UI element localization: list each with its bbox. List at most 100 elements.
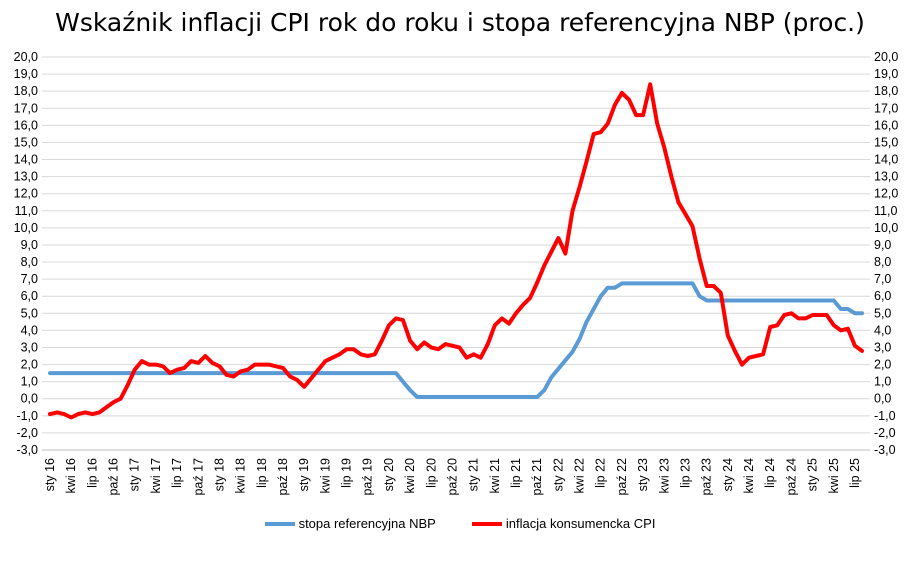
legend-swatch-cpi: [471, 521, 502, 526]
y-tick-label-right: -1,0: [874, 409, 896, 423]
y-tick-label-right: 20,0: [874, 50, 898, 64]
x-tick-label: sty 25: [806, 458, 820, 491]
x-tick-label: paź 21: [530, 458, 544, 496]
y-tick-label-left: 4,0: [21, 323, 38, 337]
y-tick-label-right: 5,0: [874, 306, 891, 320]
legend: stopa referencyjna NBP inflacja konsumen…: [0, 516, 920, 531]
y-tick-label-left: -3,0: [16, 443, 38, 457]
x-tick-label: kwi 19: [318, 458, 332, 493]
y-tick-label-right: 1,0: [874, 375, 891, 389]
y-tick-label-right: 2,0: [874, 358, 891, 372]
x-tick-label: kwi 18: [234, 458, 248, 493]
y-tick-label-left: 6,0: [21, 289, 38, 303]
y-tick-label-right: 11,0: [874, 204, 897, 218]
x-tick-label: paź 19: [361, 458, 375, 496]
x-tick-label: lip 23: [678, 458, 692, 488]
x-tick-label: paź 22: [615, 458, 629, 496]
grid-layer: [42, 56, 870, 451]
x-tick-label: lip 21: [509, 458, 523, 488]
y-tick-label-right: 19,0: [874, 67, 898, 81]
y-tick-label-left: 18,0: [14, 84, 38, 98]
y-tick-label-left: 15,0: [14, 135, 38, 149]
x-tick-label: lip 17: [170, 458, 184, 488]
y-tick-label-left: 12,0: [14, 187, 38, 201]
x-tick-label: kwi 24: [742, 458, 756, 493]
series-line-1: [48, 82, 864, 420]
x-tick-label: kwi 21: [488, 458, 502, 493]
y-tick-label-right: 0,0: [874, 392, 891, 406]
x-tick-label: lip 22: [594, 458, 608, 488]
y-tick-label-left: 3,0: [21, 340, 38, 354]
y-tick-label-right: 16,0: [874, 118, 898, 132]
x-tick-label: kwi 25: [827, 458, 841, 493]
y-tick-label-right: 9,0: [874, 238, 891, 252]
y-tick-label-left: 10,0: [14, 221, 38, 235]
chart-title: Wskaźnik inflacji CPI rok do roku i stop…: [55, 8, 865, 37]
y-tick-label-left: -1,0: [16, 409, 38, 423]
left-y-axis: -3,0 -2,0 -1,0 0,0 1,0 2,0 3,0 4,0 5,0 6,0 7,0 8,0 9…: [14, 50, 38, 457]
x-tick-label: sty 22: [551, 458, 565, 491]
x-tick-label: kwi 17: [149, 458, 163, 493]
x-tick-label: paź 23: [700, 458, 714, 496]
y-tick-label-left: 7,0: [21, 272, 38, 286]
x-tick-label: sty 21: [467, 458, 481, 491]
y-tick-label-left: 13,0: [14, 170, 38, 184]
y-tick-label-left: 2,0: [21, 358, 38, 372]
y-tick-label-left: 5,0: [21, 306, 38, 320]
y-tick-label-left: 1,0: [21, 375, 38, 389]
y-tick-label-left: 11,0: [15, 204, 38, 218]
x-tick-label: sty 24: [721, 458, 735, 491]
y-tick-label-right: 3,0: [874, 340, 891, 354]
x-tick-label: kwi 20: [403, 458, 417, 493]
y-tick-label-right: 17,0: [874, 101, 898, 115]
x-tick-label: lip 24: [763, 458, 777, 488]
x-tick-label: sty 23: [636, 458, 650, 491]
legend-label-policy-rate: stopa referencyjna NBP: [298, 516, 436, 531]
x-tick-label: paź 24: [784, 458, 798, 496]
x-tick-label: kwi 22: [573, 458, 587, 493]
y-tick-label-right: 12,0: [874, 187, 898, 201]
y-tick-label-left: 0,0: [21, 392, 38, 406]
x-tick-label: paź 18: [276, 458, 290, 496]
y-tick-label-right: 7,0: [874, 272, 891, 286]
y-tick-label-left: -2,0: [16, 426, 38, 440]
y-tick-label-left: 16,0: [14, 118, 38, 132]
x-tick-label: sty 19: [297, 458, 311, 491]
y-tick-label-right: 8,0: [874, 255, 891, 269]
x-tick-label: paź 17: [191, 458, 205, 496]
y-tick-label-left: 8,0: [21, 255, 38, 269]
x-tick-label: lip 25: [848, 458, 862, 488]
y-tick-label-left: 17,0: [14, 101, 38, 115]
x-tick-label: lip 19: [340, 458, 354, 488]
y-tick-label-right: 6,0: [874, 289, 891, 303]
x-tick-label: sty 20: [382, 458, 396, 491]
y-tick-label-right: 10,0: [874, 221, 898, 235]
legend-item-cpi: inflacja konsumencka CPI: [471, 516, 656, 531]
x-tick-label: sty 16: [43, 458, 57, 491]
x-tick-label: sty 18: [212, 458, 226, 491]
x-tick-label: lip 18: [255, 458, 269, 488]
x-tick-label: lip 20: [424, 458, 438, 488]
y-tick-label-right: 4,0: [874, 323, 891, 337]
legend-label-cpi: inflacja konsumencka CPI: [505, 516, 656, 531]
y-tick-label-right: 13,0: [874, 170, 898, 184]
right-y-axis: -3,0 -2,0 -1,0 0,0 1,0 2,0 3,0 4,0 5,0 6,0 7,0 8,0 9…: [874, 50, 898, 457]
y-tick-label-right: 14,0: [874, 153, 898, 167]
series-layer: [48, 82, 864, 420]
y-tick-label-left: 14,0: [14, 153, 38, 167]
x-tick-label: paź 16: [107, 458, 121, 496]
x-tick-label: sty 17: [128, 458, 142, 491]
y-tick-label-right: 15,0: [874, 135, 898, 149]
x-tick-label: lip 16: [85, 458, 99, 488]
y-tick-label-left: 19,0: [14, 67, 38, 81]
y-tick-label-left: 9,0: [21, 238, 38, 252]
y-tick-label-right: 18,0: [874, 84, 898, 98]
y-tick-label-right: -2,0: [874, 426, 896, 440]
legend-swatch-policy-rate: [264, 521, 295, 526]
x-axis: sty 16 kwi 16 lip 16 paź 16 sty 17 kwi 17 lip …: [42, 449, 870, 496]
x-tick-label: paź 20: [445, 458, 459, 496]
series-line-0: [48, 281, 864, 399]
x-tick-label: kwi 23: [657, 458, 671, 493]
legend-item-policy-rate: stopa referencyjna NBP: [264, 516, 436, 531]
